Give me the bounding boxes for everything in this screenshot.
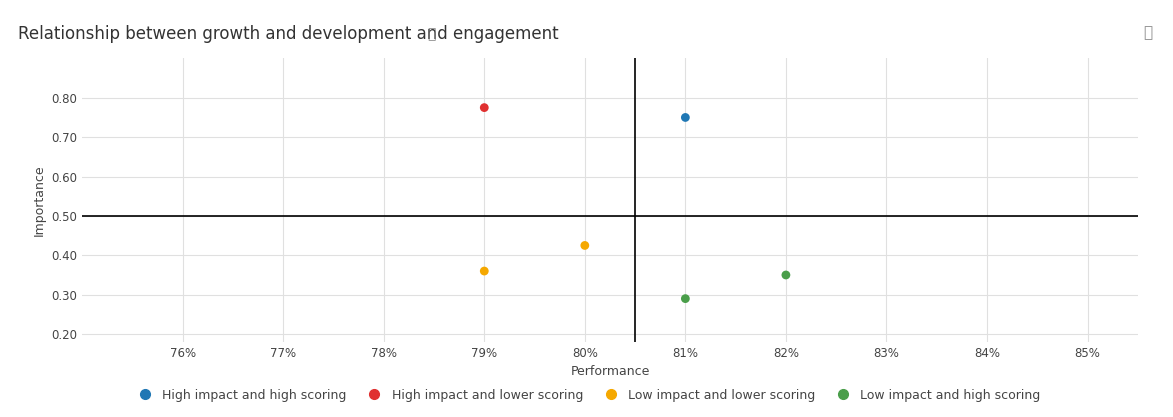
Point [777, 271, 795, 278]
Text: ⤓: ⤓ [1143, 25, 1152, 40]
Text: Relationship between growth and development and engagement: Relationship between growth and developm… [18, 25, 558, 43]
Point [475, 268, 494, 274]
Point [676, 295, 694, 302]
Point [676, 114, 694, 121]
Text: ⓘ: ⓘ [427, 27, 435, 41]
Point [475, 104, 494, 111]
Y-axis label: Importance: Importance [33, 164, 46, 236]
Legend: High impact and high scoring, High impact and lower scoring, Low impact and lowe: High impact and high scoring, High impac… [128, 384, 1045, 407]
Point [576, 242, 595, 249]
X-axis label: Performance: Performance [570, 365, 650, 378]
